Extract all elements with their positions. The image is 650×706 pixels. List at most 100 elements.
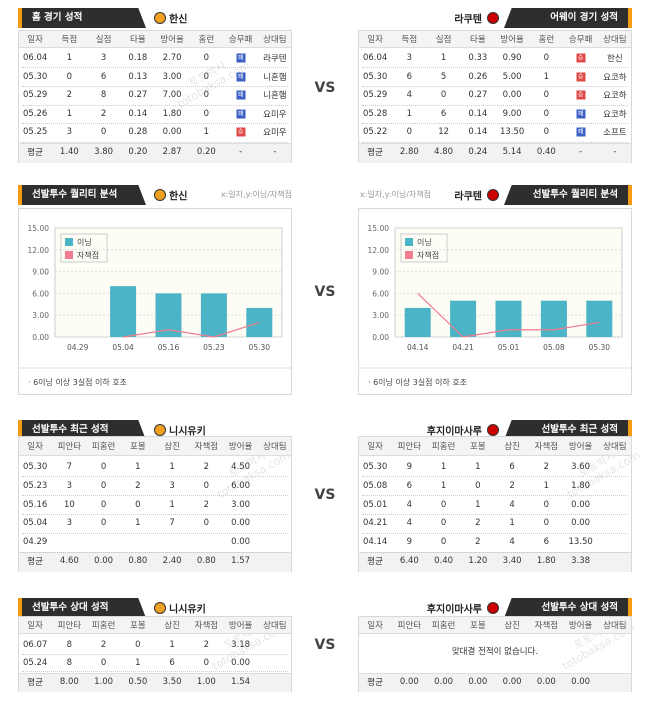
table-cell: 12 <box>438 127 450 138</box>
table-cell: 3.80 <box>94 147 114 157</box>
column-header: 삼진 <box>504 621 520 631</box>
column-header: 피홈런 <box>91 442 116 452</box>
row-divider <box>22 123 288 125</box>
table-cell: - <box>273 147 277 157</box>
table-head-bg <box>359 617 631 634</box>
table-cell: 니혼햄 <box>263 72 287 83</box>
x-tick-label: 05.23 <box>203 343 225 352</box>
x-tick-label: 04.21 <box>452 343 474 352</box>
table-cell: 평균 <box>27 678 43 688</box>
table-cell: 한신 <box>607 54 623 64</box>
table-cell: 0.33 <box>468 53 488 63</box>
table-cell: 0.40 <box>536 147 556 157</box>
table-cell: 1 <box>475 462 481 472</box>
table-cell: 0 <box>100 462 107 472</box>
table-cell: 요미우 <box>263 109 287 120</box>
team-logo <box>154 12 166 24</box>
table-cell: 0.00 <box>571 518 591 529</box>
table-cell: 0.90 <box>502 53 522 63</box>
table-cell: 4 <box>406 518 413 529</box>
table-cell: 2 <box>135 480 141 491</box>
row-divider <box>22 495 288 497</box>
column-header: 피안타 <box>397 621 422 631</box>
team-logo <box>154 189 166 201</box>
table-cell: 6 <box>509 462 515 472</box>
table-cell: 3.50 <box>162 677 182 687</box>
table-cell: 1 <box>475 499 481 510</box>
table-cell: 6 <box>406 480 413 491</box>
table-cell: 0.00 <box>536 677 556 687</box>
team-name: 한신 <box>169 191 188 203</box>
table-cell: 05.28 <box>362 108 388 119</box>
table-cell: 10 <box>63 499 75 510</box>
table-cell: 3 <box>100 53 107 63</box>
table-cell: 1 <box>543 480 550 491</box>
table-cell: 4.60 <box>59 556 79 566</box>
y-tick-label: 15.00 <box>368 224 390 233</box>
table-cell: 2 <box>509 480 515 491</box>
team-name: 후지이마사루 <box>426 604 482 616</box>
table-cell: 9.00 <box>502 108 522 119</box>
row-divider <box>22 514 288 515</box>
table-cell: - <box>239 147 243 157</box>
table-cell: 0 <box>543 127 550 138</box>
table-cell: 1 <box>169 499 175 510</box>
table-cell: 0.14 <box>468 108 488 119</box>
table-cell: 0 <box>440 499 447 510</box>
y-tick-label: 15.00 <box>28 224 50 233</box>
table-cell: 8.00 <box>59 677 79 687</box>
table-cell: 0.27 <box>468 90 488 101</box>
table-cell: 1.40 <box>59 147 79 157</box>
table-cell: 1 <box>440 462 447 472</box>
table-cell: 1.00 <box>196 677 216 687</box>
column-header: 일자 <box>27 442 43 452</box>
empty-message: 맞대결 전적이 없습니다. <box>451 647 539 657</box>
table-cell: 2 <box>543 462 550 472</box>
legend-swatch <box>405 251 413 259</box>
bar <box>450 300 477 337</box>
table-cell: 1.54 <box>231 677 251 687</box>
section-title: 선발투수 퀄리티 분석 <box>18 185 146 205</box>
row-divider <box>22 67 288 69</box>
table-cell: 0 <box>100 127 107 138</box>
section-title: 선발투수 퀄리티 분석 <box>504 185 632 205</box>
legend-swatch <box>65 238 73 246</box>
row-divider <box>22 671 288 673</box>
table-cell: 6.40 <box>399 556 419 566</box>
result-icon: 패 <box>236 53 246 63</box>
table-cell: 0.00 <box>502 677 522 687</box>
row-divider <box>362 476 628 478</box>
x-tick-label: 04.14 <box>407 343 429 352</box>
column-header: 포볼 <box>470 621 486 631</box>
section-title: 선발투수 최근 성적 <box>504 420 632 440</box>
table-cell: 1 <box>135 657 141 668</box>
table-cell: 2.40 <box>162 556 182 566</box>
team-name: 라쿠텐 <box>454 14 482 26</box>
table-cell: 1.00 <box>94 677 114 687</box>
table-cell: 0.20 <box>196 147 216 157</box>
table-cell: 3 <box>66 480 73 491</box>
column-header: 일자 <box>367 35 383 45</box>
table-cell: 05.22 <box>362 127 388 138</box>
table-cell: 4 <box>406 90 413 101</box>
table-cell: 5.14 <box>502 147 522 157</box>
chart-footnote: · 6이닝 이상 3실점 이하 호조 <box>368 377 467 387</box>
table-cell: 06.04 <box>22 53 48 63</box>
legend-label: 이닝 <box>77 237 92 247</box>
row-divider <box>22 551 288 553</box>
column-header: 방어율 <box>228 442 253 452</box>
column-header: 상대팀 <box>263 621 287 631</box>
y-tick-label: 3.00 <box>32 311 49 320</box>
table-cell: 0 <box>543 53 550 63</box>
table-cell: 0.40 <box>434 556 454 566</box>
table-cell: 0 <box>203 108 210 119</box>
table-cell: 05.29 <box>362 90 388 101</box>
result-icon: 승 <box>236 127 246 137</box>
table-cell: 0 <box>543 90 550 101</box>
chart: 0.00 3.00 6.00 9.00 12.00 15.00 04.29 05.04 05.1… <box>18 208 292 395</box>
bar <box>110 286 137 337</box>
table-cell: 3 <box>66 518 73 529</box>
column-header: 자책점 <box>194 621 219 631</box>
table-cell: 3.00 <box>231 499 251 510</box>
table-cell: 0 <box>543 108 550 119</box>
